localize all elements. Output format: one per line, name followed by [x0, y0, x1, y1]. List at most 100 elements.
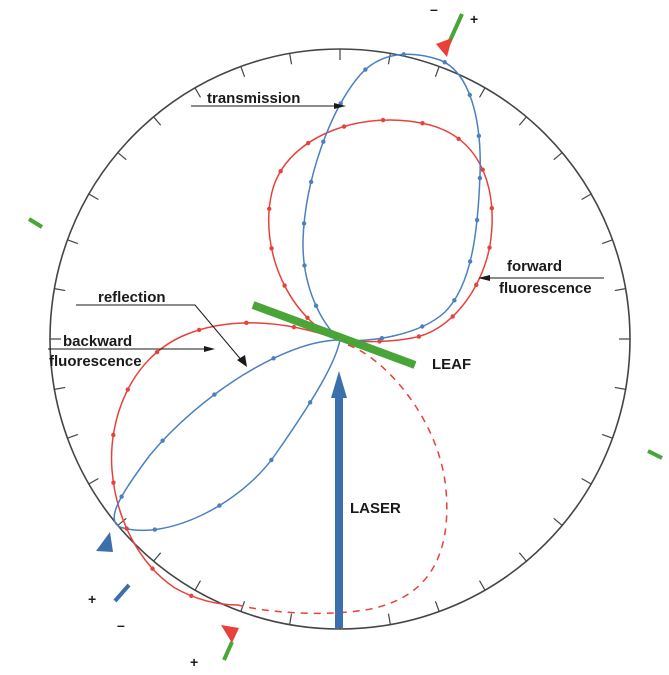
- transmission-point: [313, 303, 319, 308]
- bottom-detector-marker: +: [190, 625, 239, 670]
- fluorescence-point: [380, 117, 386, 123]
- label-leaf: LEAF: [432, 356, 471, 373]
- angle-tick: [581, 193, 592, 201]
- laser-arrow-head: [331, 371, 347, 398]
- bottom-plus-sign: +: [190, 654, 198, 670]
- red-triangle-marker-icon: [436, 38, 452, 57]
- angle-tick: [581, 477, 592, 485]
- angle-tick: [117, 152, 127, 161]
- fluorescence-point: [278, 169, 283, 174]
- fluorescence-point: [377, 339, 382, 344]
- angle-tick: [153, 116, 162, 126]
- fluorescence-point: [150, 566, 155, 571]
- transmission-point: [442, 60, 447, 65]
- label-transmission: transmission: [207, 90, 300, 107]
- fluorescence-point: [267, 206, 272, 212]
- transmission-arrowhead: [334, 103, 346, 109]
- angle-tick: [478, 580, 486, 591]
- forward-arrowhead: [478, 275, 490, 281]
- fluorescence-point: [416, 334, 422, 339]
- angle-tick: [194, 580, 202, 591]
- angle-tick: [387, 613, 391, 625]
- reflection-point: [160, 438, 165, 443]
- fluorescence-point: [244, 320, 249, 326]
- fluorescence-point: [420, 121, 425, 126]
- angle-tick: [194, 87, 202, 98]
- green-mark-right: [647, 449, 663, 460]
- fluorescence-point: [474, 282, 479, 288]
- label-backward: backward: [63, 333, 132, 350]
- transmission-point: [363, 67, 368, 72]
- fluorescence-point: [341, 124, 347, 129]
- angle-tick: [387, 53, 391, 65]
- angle-tick: [614, 288, 626, 292]
- fluorescence-point: [487, 245, 492, 250]
- fluorescence-point: [480, 167, 485, 172]
- backward-arrowhead: [204, 346, 215, 352]
- fluorescence-point: [111, 480, 116, 485]
- red-triangle-marker-icon-bottom: [221, 625, 239, 643]
- green-mark-left: [27, 217, 44, 229]
- top-detector-marker: – +: [430, 1, 478, 57]
- angle-tick: [88, 477, 99, 485]
- reflection-point: [271, 356, 276, 361]
- transmission-curve: [302, 53, 481, 342]
- angle-tick: [240, 66, 246, 78]
- blue-triangle-marker-icon: [96, 532, 113, 552]
- angle-tick: [289, 613, 293, 625]
- curve-data-points: [111, 52, 494, 599]
- leaf-shape: [251, 301, 417, 369]
- transmission-point: [467, 92, 472, 98]
- top-plus-sign: +: [470, 11, 478, 27]
- top-minus-sign: –: [430, 1, 438, 17]
- angle-tick: [67, 239, 79, 245]
- angle-tick: [434, 600, 440, 612]
- angle-tick: [54, 386, 66, 390]
- angle-tick: [434, 66, 440, 78]
- angle-tick: [289, 53, 293, 65]
- angle-tick: [478, 87, 486, 98]
- label-forward-fluorescence: fluorescence: [499, 280, 592, 297]
- transmission-point: [301, 221, 307, 226]
- fluorescence-point: [291, 324, 297, 330]
- transmission-point: [476, 133, 482, 139]
- angle-tick: [117, 517, 127, 526]
- transmission-point: [401, 52, 406, 57]
- transmission-point: [379, 335, 385, 341]
- fluorescence-point: [111, 432, 116, 438]
- angle-tick: [601, 433, 613, 439]
- fluorescence-point: [305, 140, 311, 146]
- reflection-leader: [76, 304, 244, 363]
- transmission-point: [477, 175, 483, 181]
- angle-tick: [518, 552, 527, 562]
- fluorescence-point: [189, 593, 194, 599]
- angle-tick: [153, 552, 162, 562]
- angle-tick: [67, 433, 79, 439]
- reflection-point: [269, 457, 274, 463]
- fluorescence-point: [269, 246, 274, 251]
- fluorescence-point: [450, 314, 455, 319]
- label-backward-fluorescence: fluorescence: [49, 353, 142, 370]
- label-laser: LASER: [350, 500, 401, 517]
- transmission-point: [474, 217, 480, 223]
- transmission-point: [302, 263, 307, 268]
- transmission-point: [420, 324, 425, 329]
- label-reflection: reflection: [98, 289, 166, 306]
- transmission-point: [467, 259, 473, 264]
- reflection-curve: [113, 339, 341, 532]
- angle-tick: [614, 386, 626, 390]
- fluorescence-point: [124, 526, 129, 531]
- fluorescence-point: [305, 315, 310, 320]
- fluorescence-point: [196, 327, 202, 333]
- transmission-point: [308, 179, 314, 185]
- reflection-point: [212, 392, 217, 397]
- angle-tick: [518, 116, 527, 126]
- reflection-point: [119, 494, 124, 499]
- left-detector-marker: + –: [88, 532, 131, 633]
- reflection-point: [307, 400, 313, 405]
- forward-fluorescence-dashed-curve: [237, 344, 448, 615]
- fluorescence-point: [282, 283, 287, 288]
- reflection-arrowhead: [237, 355, 247, 367]
- left-minus-sign: –: [117, 617, 125, 633]
